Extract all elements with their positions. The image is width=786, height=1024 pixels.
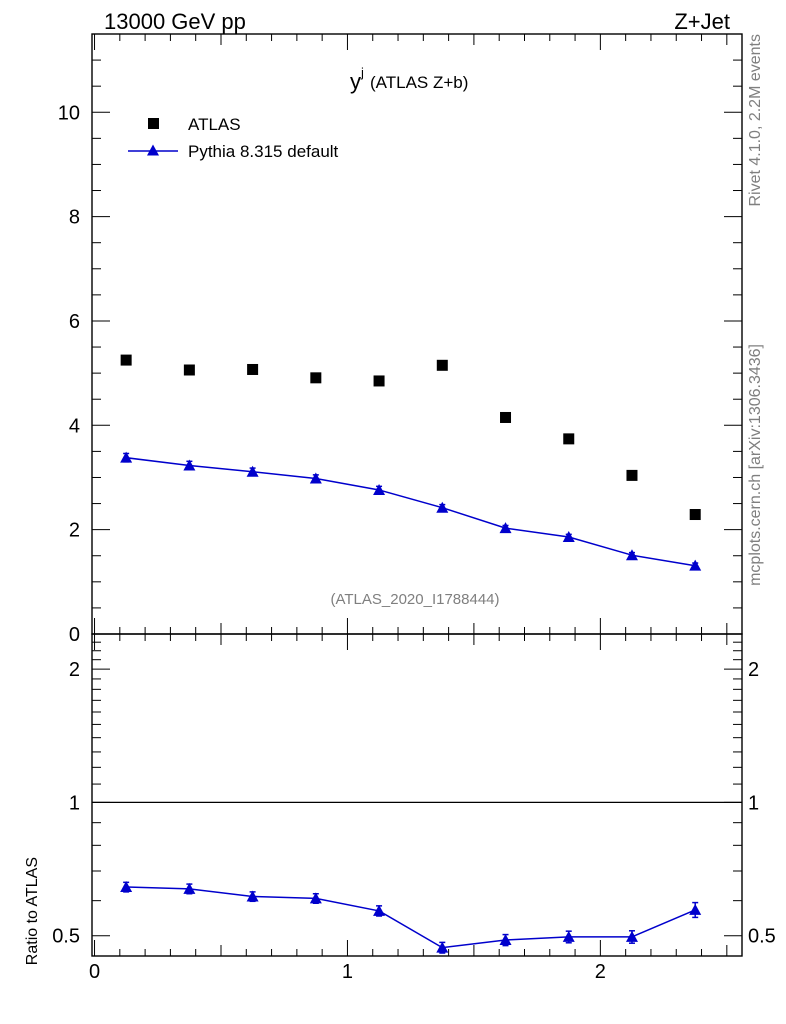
pythia-point xyxy=(499,522,512,534)
ratio-y-tick-label-right: 1 xyxy=(748,792,759,814)
x-tick-label: 2 xyxy=(595,961,606,983)
ratio-point xyxy=(562,930,575,942)
ratio-y-tick-label-right: 2 xyxy=(748,659,759,681)
ratio-point xyxy=(120,881,133,893)
plot-title-superscript: j xyxy=(360,65,364,80)
mcplots-label: mcplots.cern.ch [arXiv:1306.3436] xyxy=(747,344,764,586)
legend-atlas-marker xyxy=(148,118,159,129)
legend-atlas-label: ATLAS xyxy=(188,115,241,134)
atlas-point xyxy=(563,433,575,445)
rivet-label: Rivet 4.1.0, 2.2M events xyxy=(747,34,764,207)
y-tick-label: 2 xyxy=(69,520,80,542)
plot-title-main: y xyxy=(350,69,361,94)
x-tick-label: 1 xyxy=(342,961,353,983)
ratio-point xyxy=(309,892,322,904)
pythia-point xyxy=(120,451,133,463)
pythia-point xyxy=(309,472,322,484)
legend-pythia-label: Pythia 8.315 default xyxy=(188,142,339,161)
energy-label: 13000 GeV pp xyxy=(104,9,246,34)
y-tick-label: 6 xyxy=(69,311,80,333)
pythia-point xyxy=(183,459,196,471)
legend: ATLAS Pythia 8.315 default xyxy=(128,115,339,161)
ratio-plot-panel: 0.5 0.5 1 1 2 2 0 1 2 Ratio to ATLAS xyxy=(24,633,776,983)
legend-pythia-marker xyxy=(147,144,159,156)
ratio-y-axis-label: Ratio to ATLAS xyxy=(24,857,41,965)
atlas-point xyxy=(310,372,322,384)
pythia-point xyxy=(625,549,638,561)
ratio-point xyxy=(499,934,512,946)
ratio-y-tick-label-left: 2 xyxy=(69,659,80,681)
atlas-point xyxy=(183,364,195,376)
ratio-point xyxy=(436,941,449,953)
main-plot-panel: 0 2 4 6 8 10 y j (ATLAS Z+b) (ATLAS_2020_I178… xyxy=(58,33,743,646)
ratio-plot-frame xyxy=(91,633,743,957)
plot-title-rest: (ATLAS Z+b) xyxy=(370,73,468,92)
ratio-point xyxy=(246,890,259,902)
ratio-point xyxy=(373,904,386,916)
ratio-y-tick-label-left: 0.5 xyxy=(52,926,80,948)
main-data-marks xyxy=(120,354,702,571)
ratio-point xyxy=(625,930,638,942)
pythia-point xyxy=(373,484,386,495)
pythia-point xyxy=(689,559,702,571)
atlas-point xyxy=(247,363,259,375)
pythia-point xyxy=(562,530,575,542)
ratio-y-tick-labels: 0.5 0.5 1 1 2 2 xyxy=(52,659,776,948)
atlas-point xyxy=(373,375,385,387)
ratio-point xyxy=(183,882,196,894)
atlas-point xyxy=(626,469,638,481)
atlas-point xyxy=(689,509,701,521)
analysis-id: (ATLAS_2020_I1788444) xyxy=(330,591,499,608)
main-y-tick-labels: 0 2 4 6 8 10 xyxy=(58,102,80,646)
y-tick-label: 10 xyxy=(58,102,80,124)
process-label: Z+Jet xyxy=(674,9,730,34)
atlas-point xyxy=(500,411,512,423)
ratio-axis-ticks xyxy=(92,634,742,956)
pythia-point xyxy=(436,501,449,513)
ratio-series-line xyxy=(126,886,696,949)
atlas-point xyxy=(436,359,448,371)
pythia-point xyxy=(246,465,259,477)
ratio-y-tick-label-left: 1 xyxy=(69,792,80,814)
x-tick-label: 0 xyxy=(89,961,100,983)
y-tick-label: 0 xyxy=(69,624,80,646)
ratio-data-marks xyxy=(120,881,702,954)
y-tick-label: 4 xyxy=(69,415,80,437)
y-tick-label: 8 xyxy=(69,207,80,229)
ratio-y-tick-label-right: 0.5 xyxy=(748,926,776,948)
main-axis-ticks xyxy=(92,33,742,635)
pythia-series-line xyxy=(126,456,696,567)
ratio-x-tick-labels: 0 1 2 xyxy=(89,961,606,983)
atlas-point xyxy=(120,354,132,366)
ratio-point xyxy=(689,903,702,915)
